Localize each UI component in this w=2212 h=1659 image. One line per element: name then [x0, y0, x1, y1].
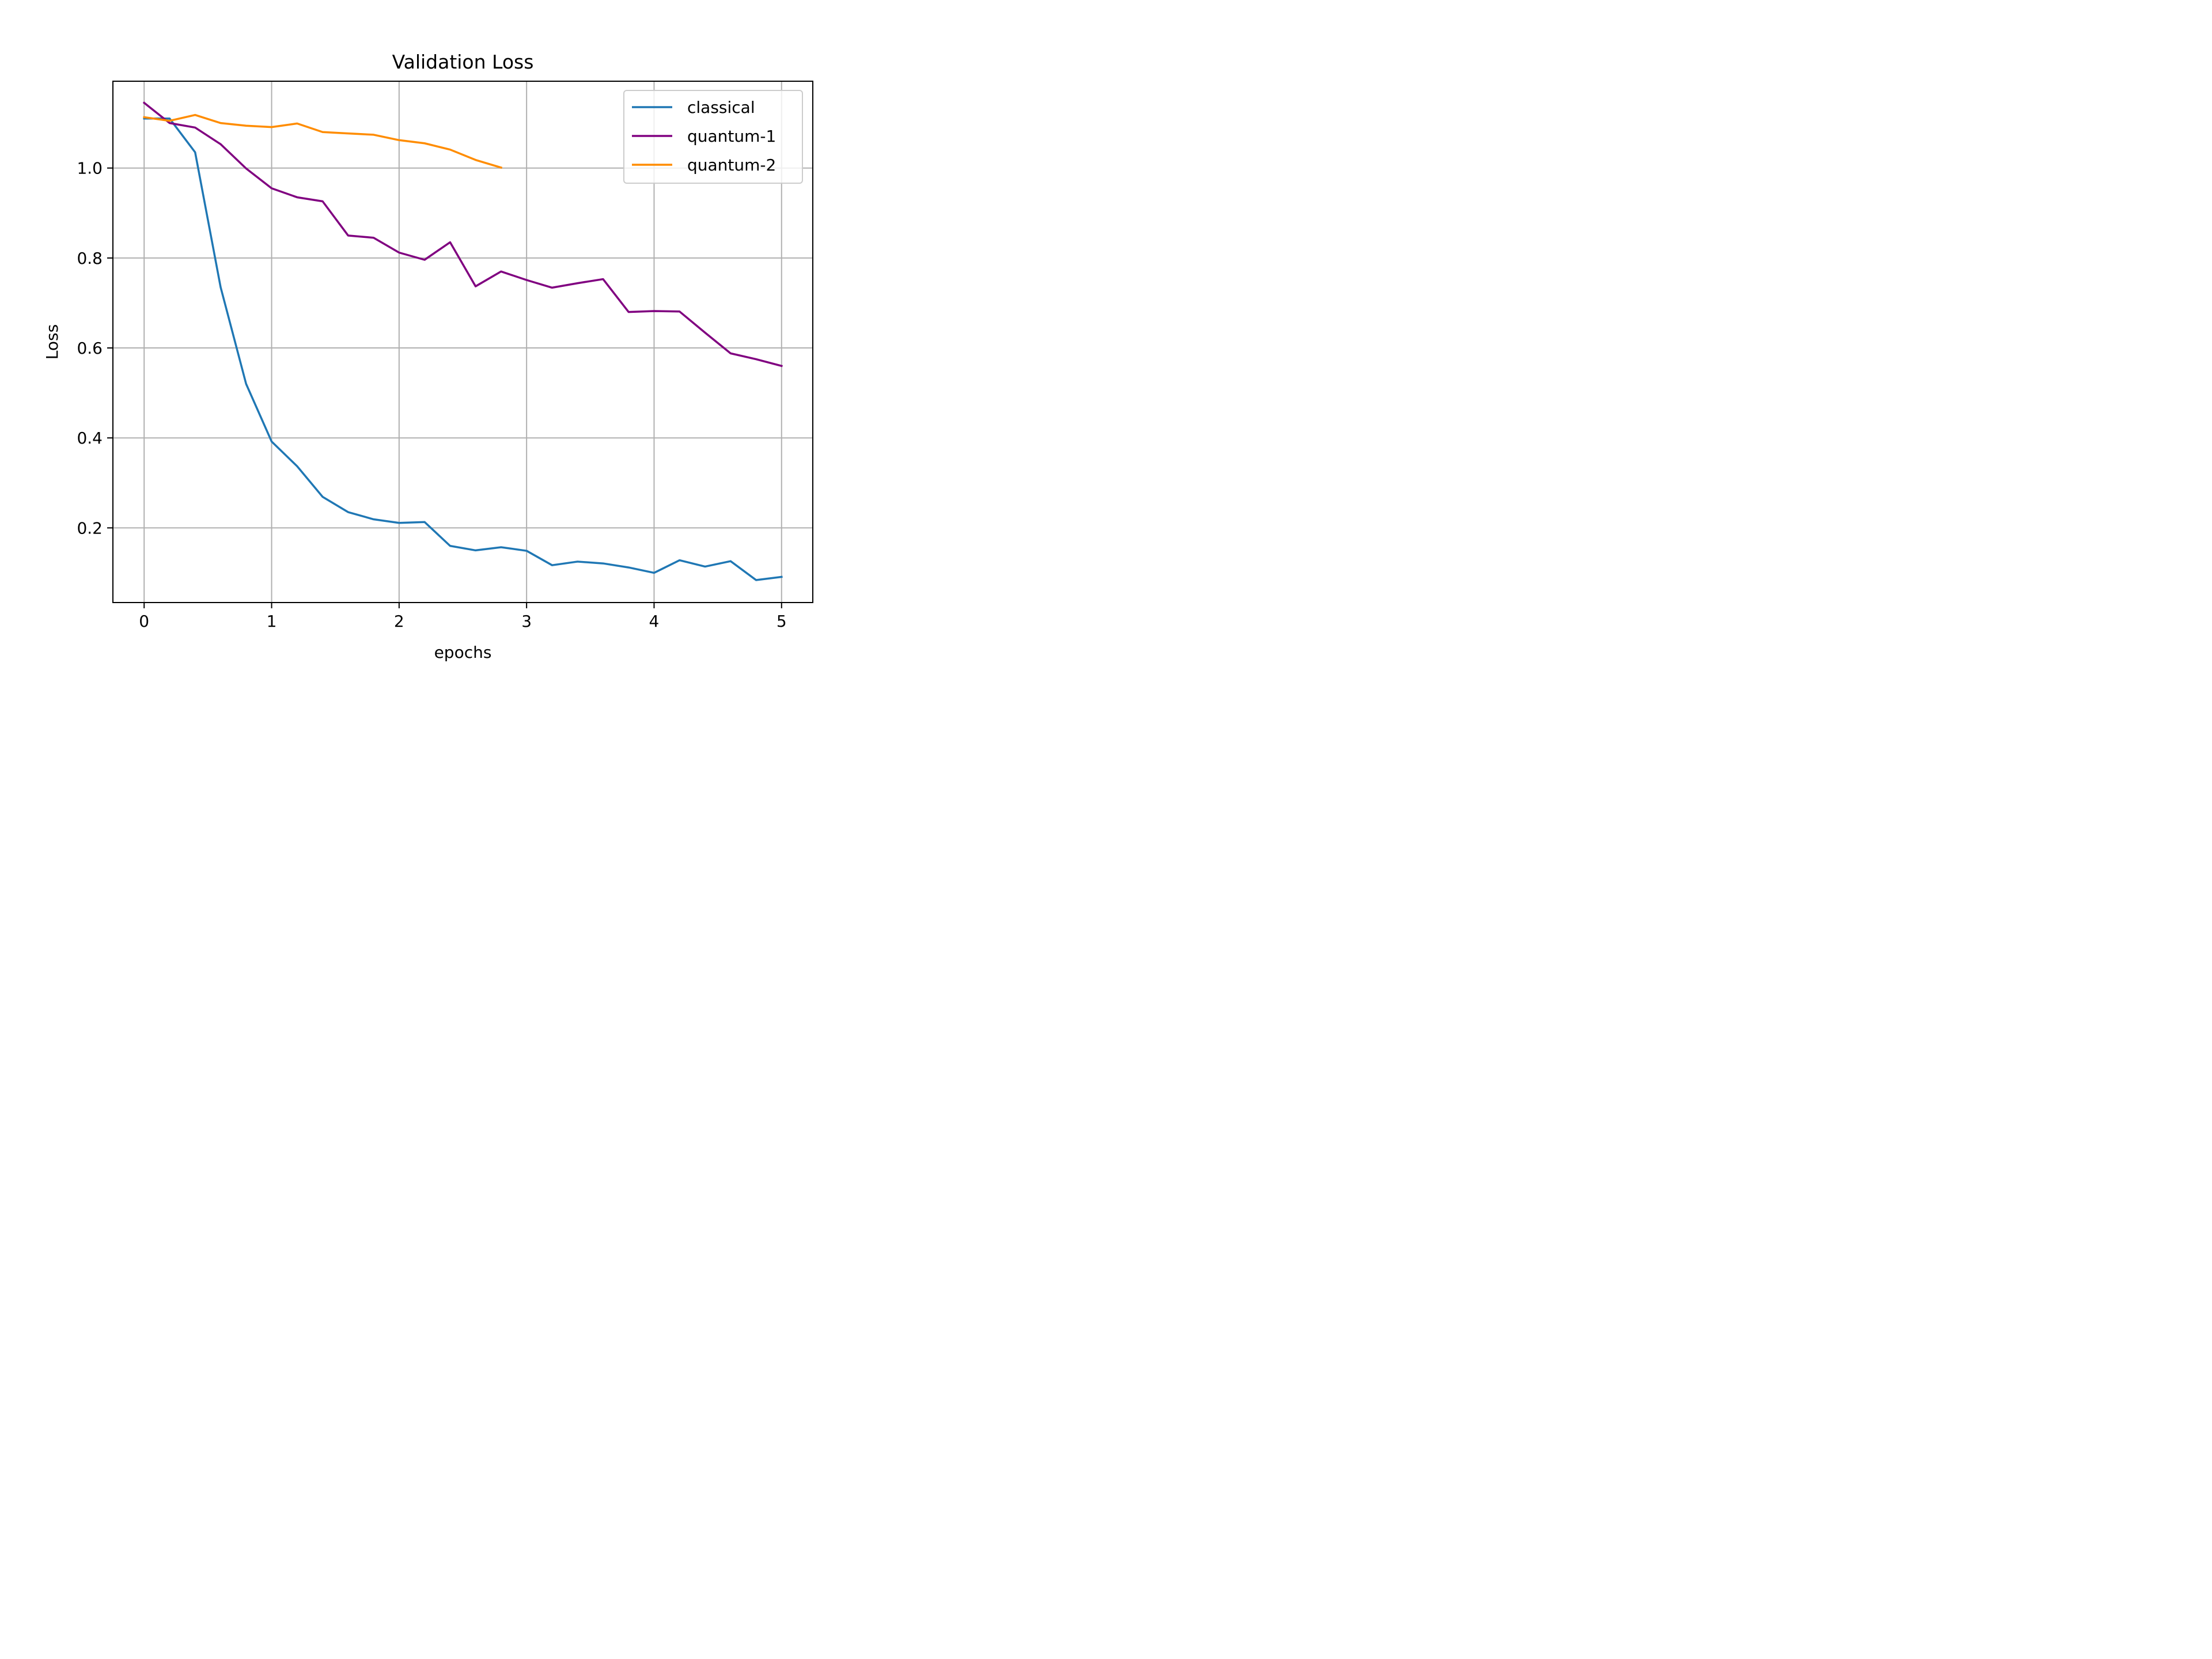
- x-tick-label: 2: [394, 612, 404, 631]
- series-lines: [142, 101, 783, 581]
- legend-box: [623, 90, 803, 184]
- x-tick-label: 0: [139, 612, 149, 631]
- x-axis-label: epochs: [434, 643, 492, 662]
- x-tick-label: 3: [521, 612, 532, 631]
- x-tick-label: 4: [649, 612, 660, 631]
- y-tick-label: 1.0: [77, 159, 103, 178]
- y-tick-label: 0.2: [77, 518, 103, 537]
- legend: classical quantum-1 quantum-2: [623, 90, 803, 184]
- y-axis-label: Loss: [43, 324, 62, 359]
- x-axis: 0 1 2 3 4 5: [139, 603, 787, 631]
- chart-title: Validation Loss: [392, 51, 534, 73]
- y-axis: 0.2 0.4 0.6 0.8 1.0: [77, 159, 113, 537]
- plot-frame: [112, 81, 813, 603]
- series-line-quantum-2: [143, 113, 503, 169]
- line-chart: 0 1 2 3 4 5 0.2 0.4 0.6 0.8 1.0 Validation Loss e…: [0, 0, 891, 668]
- x-tick-label: 5: [777, 612, 787, 631]
- series-line-quantum-1: [142, 101, 783, 368]
- chart-container: 0 1 2 3 4 5 0.2 0.4 0.6 0.8 1.0 Validation Loss e…: [0, 0, 891, 668]
- series-line-classical: [143, 118, 783, 581]
- x-tick-label: 1: [267, 612, 277, 631]
- legend-label: quantum-2: [687, 156, 776, 175]
- y-tick-label: 0.4: [77, 429, 103, 448]
- legend-label: quantum-1: [687, 127, 776, 146]
- legend-label: classical: [687, 98, 755, 117]
- y-tick-label: 0.6: [77, 339, 103, 358]
- y-tick-label: 0.8: [77, 249, 103, 268]
